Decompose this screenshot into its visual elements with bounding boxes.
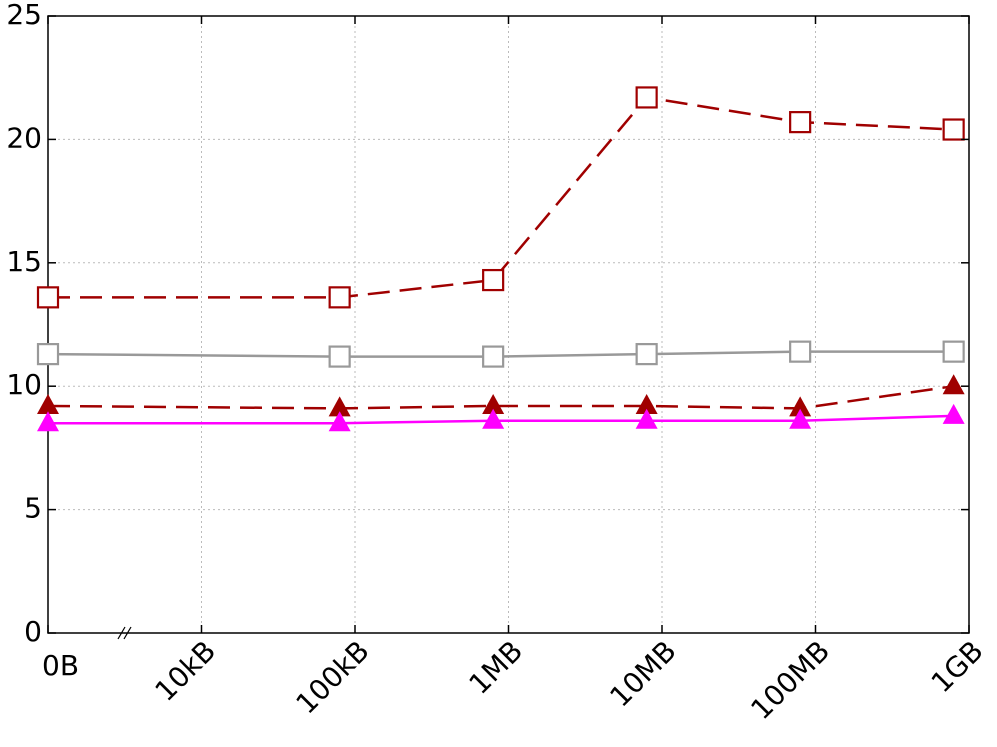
axis-break-stroke [117, 626, 126, 640]
marker [328, 396, 351, 417]
x-tick-label: 1GB [925, 634, 990, 699]
marker [942, 374, 965, 395]
x-tick-label: 100MB [744, 634, 836, 726]
x-tick-label: 10kB [149, 634, 223, 708]
marker [36, 343, 60, 366]
series-line [48, 414, 954, 425]
y-tick-label: 0 [24, 615, 42, 648]
marker [789, 111, 812, 134]
x-tick-label: 0B [42, 649, 79, 682]
marker [635, 86, 658, 109]
marker [635, 343, 658, 366]
y-tick-label: 15 [6, 245, 42, 278]
marker [482, 345, 505, 368]
marker [36, 286, 60, 309]
marker [482, 408, 505, 429]
marker [328, 411, 351, 432]
axis-break [117, 626, 132, 640]
series-line [48, 96, 954, 299]
marker [482, 268, 505, 292]
marker [789, 396, 812, 417]
marker [482, 393, 505, 414]
series-line [47, 384, 954, 410]
series-line [47, 350, 954, 358]
y-tick-label: 5 [24, 492, 42, 525]
marker [789, 340, 812, 363]
x-tick-label: 1MB [463, 634, 530, 701]
marker [328, 345, 351, 368]
marker [942, 403, 965, 424]
data [36, 86, 965, 432]
marker [942, 340, 965, 363]
grid [47, 15, 970, 634]
marker [635, 393, 658, 414]
marker [37, 393, 59, 414]
y-tick-label: 10 [6, 368, 42, 401]
axis-break-stroke [123, 626, 132, 640]
marker [635, 408, 658, 429]
x-tick-label: 10MB [603, 634, 682, 713]
marker [942, 118, 965, 141]
marker [37, 411, 59, 432]
marker [328, 286, 351, 309]
marker [789, 408, 812, 429]
x-tick-label: 100kB [289, 634, 375, 720]
y-tick-label: 25 [6, 0, 42, 31]
y-tick-label: 20 [6, 121, 42, 154]
plot-frame [47, 15, 970, 634]
